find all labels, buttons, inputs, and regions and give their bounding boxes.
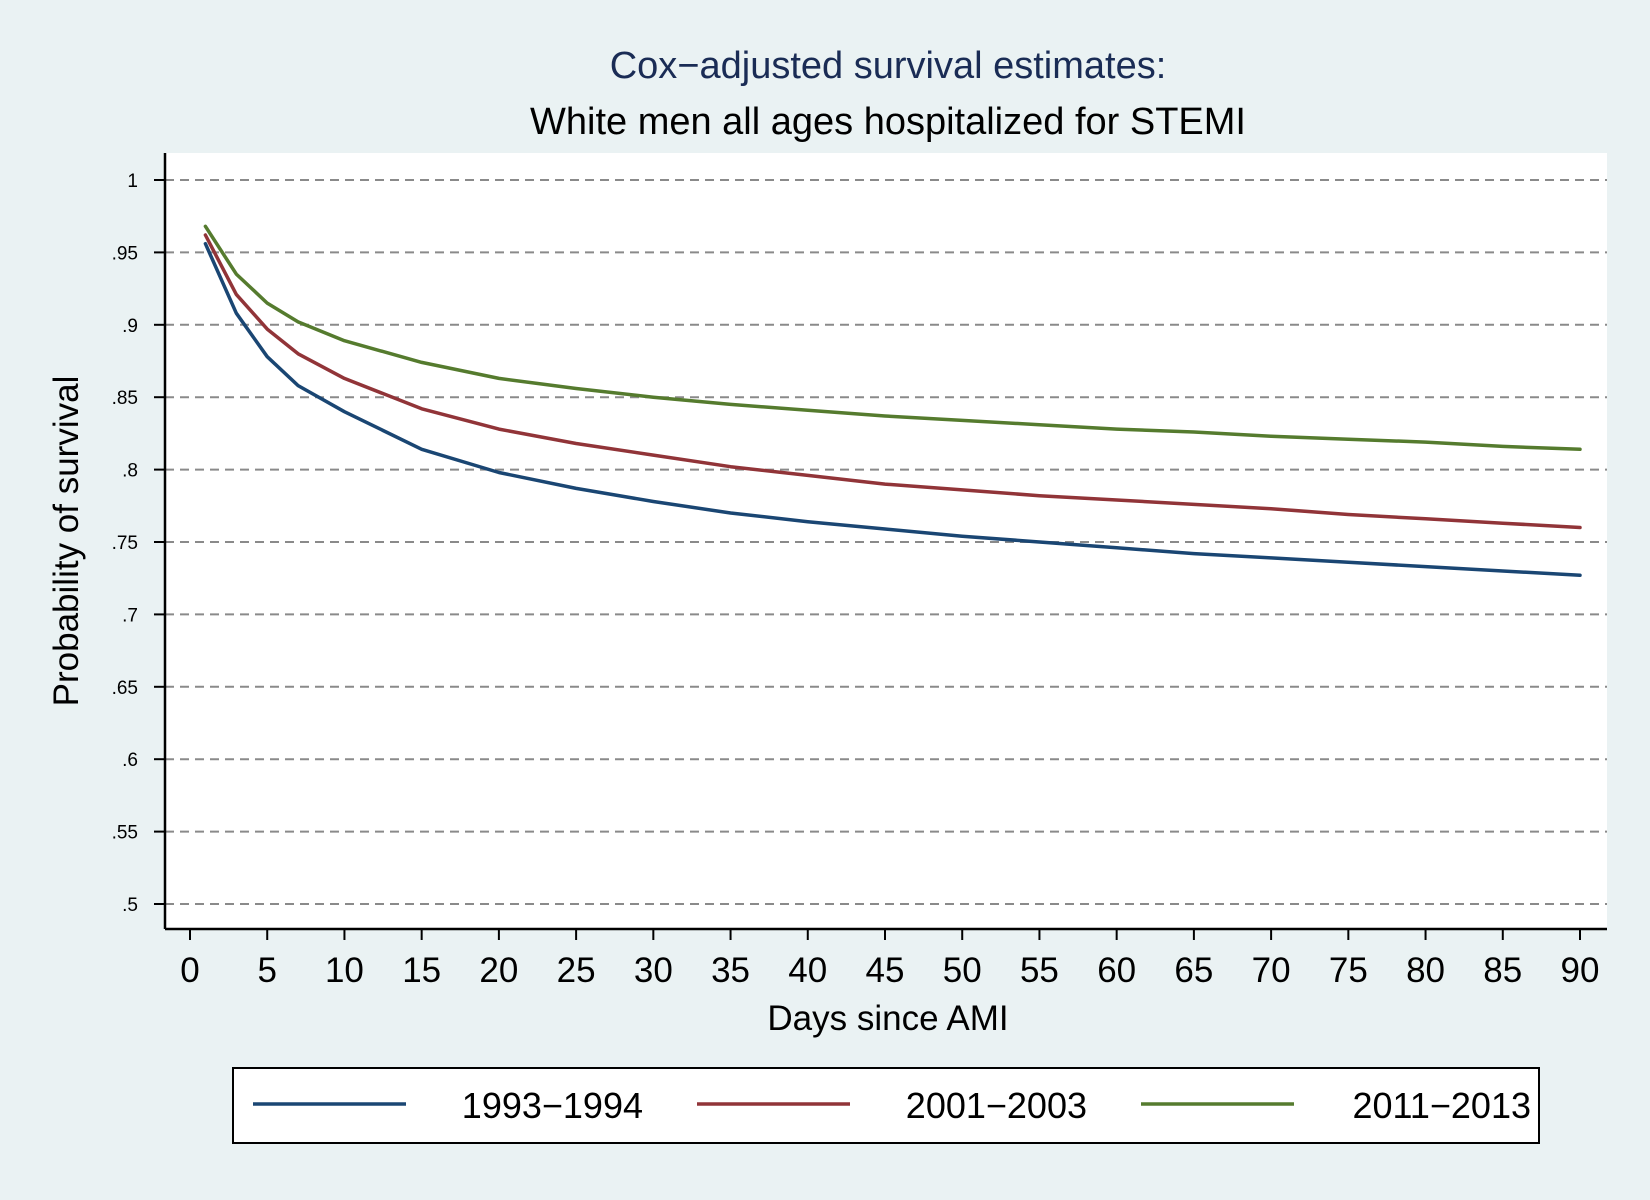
y-tick-label: .65 (112, 678, 138, 699)
legend-label-2: 2001−2003 (906, 1085, 1087, 1126)
x-tick-label: 5 (257, 951, 276, 990)
y-tick-label: .95 (112, 243, 138, 264)
grid-lines (165, 179, 1607, 905)
y-axis-label: Probability of survival (47, 376, 86, 707)
x-tick-label: 75 (1329, 951, 1368, 990)
x-tick-label: 60 (1097, 951, 1136, 990)
x-tick-label: 70 (1252, 951, 1291, 990)
y-tick-label: .55 (112, 823, 138, 844)
x-tick-label: 20 (479, 951, 518, 990)
x-tick-label: 35 (711, 951, 750, 990)
y-tick-label: .6 (122, 750, 138, 771)
series-line-3 (203, 224, 1582, 452)
x-tick-label: 30 (634, 951, 673, 990)
y-tick-label: .5 (122, 895, 138, 916)
x-tick-label: 25 (557, 951, 596, 990)
x-tick-label: 0 (180, 951, 199, 990)
x-tick-label: 45 (866, 951, 905, 990)
x-tick-label: 40 (788, 951, 827, 990)
x-tick-label: 65 (1174, 951, 1213, 990)
y-tick-label: .8 (122, 461, 138, 482)
x-axis: 0 5 10 15 20 25 30 35 40 45 50 55 60 65 70 75 80 85 90 (165, 927, 1607, 990)
series-lines (203, 224, 1582, 578)
x-axis-label: Days since AMI (767, 999, 1008, 1038)
x-tick-label: 80 (1406, 951, 1445, 990)
legend: 1993−1994 2001−2003 2011−2013 (253, 1085, 1531, 1126)
x-tick-label: 10 (325, 951, 364, 990)
legend-label-1: 1993−1994 (462, 1085, 643, 1126)
chart-title: Cox−adjusted survival estimates: (610, 45, 1167, 87)
x-tick-label: 85 (1483, 951, 1522, 990)
series-line-2 (203, 233, 1582, 530)
x-tick-label: 15 (402, 951, 441, 990)
legend-label-3: 2011−2013 (1352, 1085, 1531, 1126)
y-tick-label: .85 (112, 388, 138, 409)
y-axis: .5 .55 .6 .65 .7 .75 .8 .85 .9 .95 1 (112, 153, 167, 929)
series-line-1 (203, 241, 1582, 578)
legend-box (232, 1067, 1540, 1144)
y-tick-label: .7 (122, 605, 138, 626)
x-tick-label: 55 (1020, 951, 1059, 990)
x-tick-label: 90 (1561, 951, 1600, 990)
y-tick-label: .75 (112, 533, 138, 554)
y-tick-label: .9 (122, 316, 138, 337)
y-tick-label: 1 (127, 171, 138, 192)
chart-subtitle: White men all ages hospitalized for STEM… (530, 101, 1246, 143)
x-tick-label: 50 (943, 951, 982, 990)
